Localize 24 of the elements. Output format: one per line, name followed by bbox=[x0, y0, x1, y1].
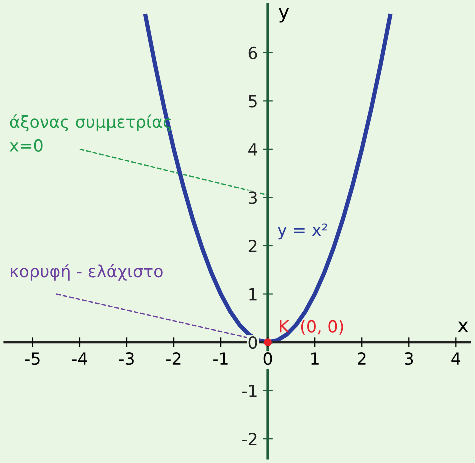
y-tick-label: -1 bbox=[242, 384, 257, 398]
y-tick-label: 2 bbox=[248, 240, 257, 252]
x-tick-label: -2 bbox=[166, 352, 181, 365]
y-tick-label: 5 bbox=[249, 95, 257, 108]
x-tick-label: 3 bbox=[405, 352, 414, 366]
x-axis-title: x bbox=[458, 322, 468, 332]
y-tick-label: -2 bbox=[242, 433, 257, 446]
x-tick-label: -1 bbox=[214, 352, 228, 365]
x-tick-label: 4 bbox=[452, 352, 461, 365]
x-tick-label: 2 bbox=[358, 352, 366, 365]
annotation: κορυφή - ελάχιστο bbox=[11, 264, 163, 281]
y-axis-title: y bbox=[278, 8, 290, 23]
x-tick-label: 0 bbox=[264, 352, 272, 366]
y-tick-label: 6 bbox=[248, 46, 258, 60]
y-tick-label: 3 bbox=[249, 192, 258, 204]
y-tick-label: 4 bbox=[248, 144, 258, 156]
y-tick-label: 1 bbox=[250, 288, 257, 301]
annotation: K (0, 0) bbox=[280, 320, 344, 335]
y-tick-label: 0 bbox=[248, 336, 258, 350]
x-tick-label: 1 bbox=[312, 352, 319, 365]
x-tick-label: -3 bbox=[120, 352, 134, 366]
x-tick-label: -5 bbox=[25, 352, 40, 366]
x-tick-label: -4 bbox=[72, 352, 88, 365]
series-label: y = x² bbox=[278, 224, 328, 240]
